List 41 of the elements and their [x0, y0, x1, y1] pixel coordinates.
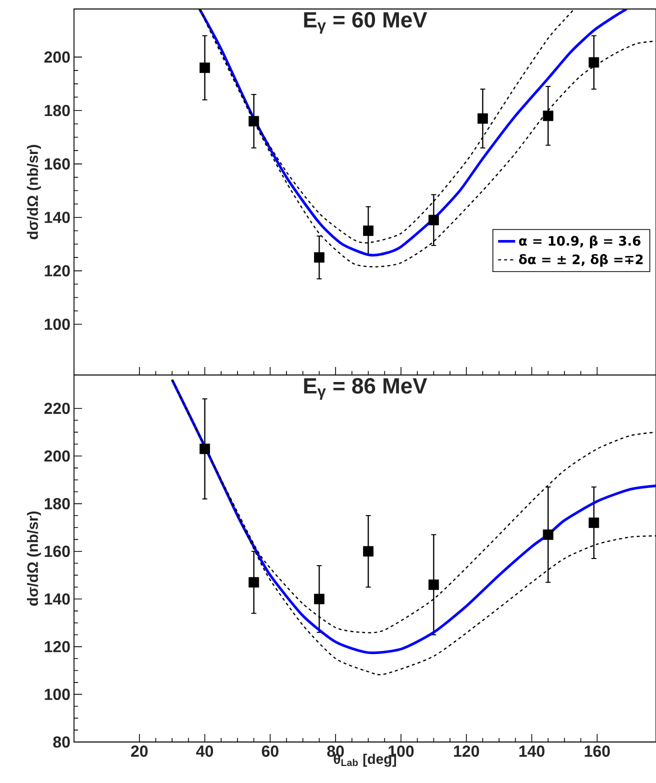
- point: [314, 252, 324, 263]
- point: [363, 546, 374, 557]
- point: [363, 226, 374, 236]
- y-tick-label: 160: [44, 158, 70, 170]
- y-tick-label: 160: [44, 546, 70, 558]
- y-tick-label: 120: [44, 265, 70, 276]
- point: [314, 594, 324, 604]
- y-tick-label: 100: [44, 688, 70, 700]
- y-axis-title: dσ/dΩ (nb/sr): [26, 144, 41, 240]
- point: [248, 116, 260, 126]
- x-tick-label: 40: [196, 746, 214, 757]
- chart-title: E$_{γ}$ = 86 MeV: [304, 378, 428, 400]
- chart-title: E$_{γ}$ = 60 MeV: [304, 12, 428, 34]
- legend-label: α = 10.9, β = 3.6: [519, 236, 640, 248]
- y-tick-label: 140: [44, 212, 70, 224]
- x-tick-label: 140: [519, 746, 544, 757]
- y-tick-label: 100: [44, 318, 70, 330]
- point: [200, 62, 210, 73]
- y-tick-label: 180: [44, 104, 70, 116]
- x-tick-label: 120: [454, 746, 480, 757]
- x-tick-label: 20: [131, 746, 148, 757]
- point: [200, 444, 210, 454]
- point: [588, 57, 600, 68]
- point: [542, 529, 554, 540]
- point: [588, 518, 600, 528]
- point: [248, 577, 260, 588]
- point: [542, 110, 554, 122]
- y-tick-label: 200: [44, 51, 70, 63]
- point: [428, 214, 439, 226]
- y-tick-label: 120: [44, 641, 70, 652]
- y-tick-label: 220: [44, 402, 70, 414]
- y-tick-label: 180: [44, 498, 70, 510]
- y-tick-label: 80: [53, 736, 70, 748]
- y-tick-label: 140: [44, 593, 70, 605]
- legend-label: δα = ± 2, δβ =∓2: [519, 254, 643, 267]
- y-tick-label: 200: [44, 450, 70, 462]
- x-tick-label: 160: [584, 746, 610, 757]
- y-axis-title: dσ/dΩ (nb/sr): [26, 511, 41, 606]
- x-tick-label: 60: [262, 746, 278, 757]
- point: [428, 580, 439, 590]
- point: [478, 113, 488, 124]
